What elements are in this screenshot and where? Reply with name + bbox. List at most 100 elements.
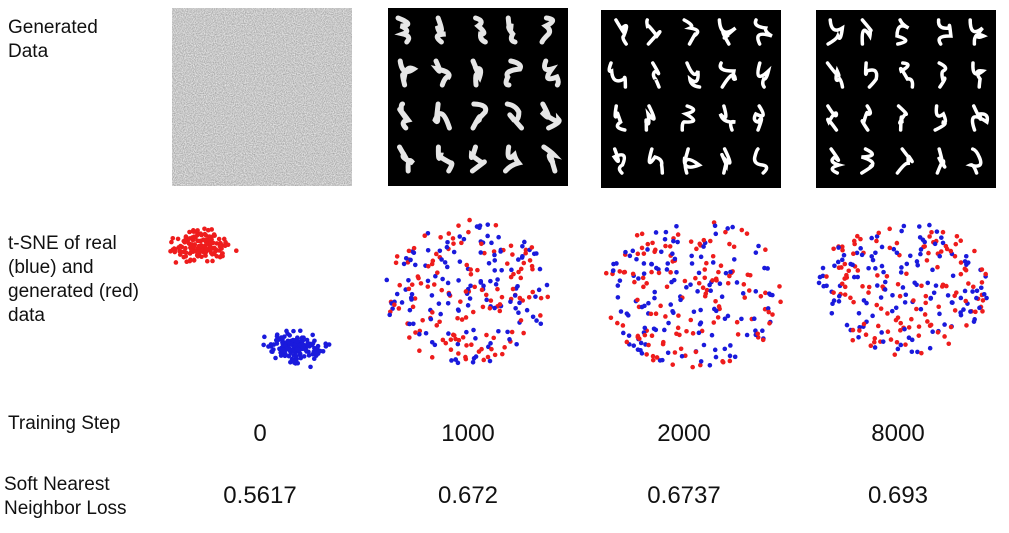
tsne-point (983, 271, 988, 277)
tsne-point (889, 308, 895, 314)
tsne-point (938, 249, 944, 254)
tsne-point (979, 267, 985, 272)
training-step: 0 (253, 420, 267, 447)
tsne-point (188, 257, 193, 263)
tsne-point (466, 229, 471, 235)
tsne-point (448, 337, 454, 342)
tsne-point (875, 273, 880, 278)
digit-stroke (825, 61, 845, 89)
tsne-point (399, 300, 405, 305)
tsne-point (183, 235, 189, 241)
tsne-point (455, 315, 460, 321)
tsne-point (882, 287, 888, 292)
tsne-point (262, 334, 267, 340)
tsne-point (710, 278, 715, 283)
tsne-point (824, 274, 829, 279)
tsne-point (722, 346, 728, 352)
tsne-point (970, 284, 976, 290)
tsne-point (766, 309, 772, 315)
tsne-point (312, 345, 317, 351)
tsne-point (654, 265, 659, 271)
tsne-point (431, 282, 437, 287)
digit-stroke (752, 147, 769, 175)
tsne-point (821, 283, 826, 289)
tsne-point (449, 358, 454, 363)
tsne-point (450, 236, 456, 241)
tsne-point (887, 245, 893, 251)
tsne-point (220, 251, 225, 256)
tsne-point (722, 316, 728, 322)
tsne-point (524, 307, 530, 313)
tsne-point (953, 241, 959, 247)
tsne-point (670, 362, 676, 367)
tsne-point (873, 266, 878, 271)
tsne-point (311, 356, 317, 362)
tsne-point (499, 294, 505, 300)
digit-stroke (682, 18, 700, 46)
tsne-point (842, 284, 848, 290)
tsne-point (650, 240, 655, 246)
tsne-point (854, 250, 860, 256)
tsne-point (610, 268, 616, 273)
tsne-point (456, 337, 462, 343)
tsne-point (935, 329, 941, 335)
tsne-point (670, 251, 675, 257)
tsne-point (948, 248, 954, 254)
tsne-point (190, 229, 196, 234)
tsne-point (446, 331, 451, 336)
tsne-point (915, 263, 921, 268)
tsne-point (840, 244, 845, 249)
tsne-point (392, 302, 397, 307)
tsne-point (906, 335, 912, 340)
tsne-point (479, 241, 484, 247)
tsne-point (437, 248, 443, 254)
tsne-point (518, 275, 524, 281)
tsne-point (293, 338, 299, 344)
tsne-point (410, 304, 416, 310)
tsne-point (817, 274, 823, 280)
loss-value: 0.672 (437, 482, 499, 509)
digit-stroke (863, 61, 879, 89)
tsne-point (968, 309, 973, 314)
tsne-point (268, 344, 274, 349)
tsne-point (434, 323, 440, 328)
tsne-point (308, 364, 313, 370)
tsne-point (925, 280, 931, 286)
tsne-point (422, 233, 428, 238)
tsne-point (630, 248, 636, 254)
tsne-point (496, 234, 501, 240)
digit-stroke (396, 144, 415, 174)
tsne-point (978, 285, 984, 291)
tsne-point (192, 242, 198, 247)
tsne-point (713, 354, 719, 360)
tsne-point (857, 328, 862, 333)
tsne-point (915, 349, 920, 355)
tsne-point (642, 325, 648, 331)
tsne-point (481, 357, 487, 363)
tsne-point (470, 309, 476, 315)
tsne-point (457, 259, 463, 264)
tsne-point (898, 270, 904, 275)
tsne-point (874, 238, 879, 244)
digit-stroke (611, 147, 627, 175)
tsne-point (303, 347, 309, 353)
tsne-point (641, 261, 647, 266)
digit-stroke (539, 15, 556, 45)
tsne-point (511, 271, 516, 277)
tsne-point (517, 295, 523, 301)
tsne-point (715, 315, 721, 320)
tsne-point (432, 342, 438, 348)
tsne-point (455, 341, 461, 347)
tsne-point (831, 298, 837, 303)
tsne-point (234, 248, 239, 253)
tsne-point (909, 337, 915, 343)
tsne-point (918, 247, 924, 252)
tsne-point (393, 260, 399, 266)
tsne-point (545, 294, 551, 300)
tsne-point (261, 342, 266, 348)
tsne-point (463, 354, 468, 360)
tsne-point (753, 289, 759, 294)
tsne-point (269, 349, 274, 354)
tsne-point (725, 313, 731, 319)
digit-stroke (968, 18, 988, 46)
